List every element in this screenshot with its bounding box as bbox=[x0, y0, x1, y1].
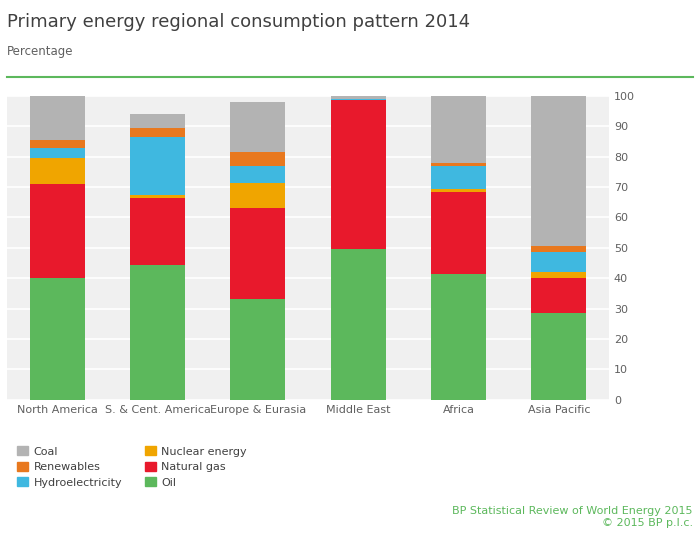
Bar bbox=[330, 99, 386, 101]
Bar bbox=[130, 128, 185, 137]
Bar bbox=[29, 148, 85, 158]
Bar bbox=[330, 101, 386, 249]
Bar bbox=[29, 184, 85, 278]
Bar bbox=[431, 273, 486, 400]
Bar bbox=[431, 163, 486, 166]
Bar bbox=[531, 90, 587, 246]
Bar bbox=[230, 152, 286, 166]
Bar bbox=[431, 189, 486, 192]
Bar bbox=[531, 246, 587, 253]
Bar bbox=[330, 249, 386, 400]
Bar bbox=[230, 182, 286, 208]
Text: Percentage: Percentage bbox=[7, 45, 74, 58]
Bar bbox=[130, 264, 185, 400]
Bar bbox=[431, 90, 486, 163]
Bar bbox=[29, 140, 85, 148]
Bar bbox=[330, 96, 386, 99]
Bar bbox=[531, 272, 587, 278]
Bar bbox=[431, 192, 486, 273]
Bar bbox=[431, 166, 486, 189]
Bar bbox=[29, 158, 85, 184]
Bar bbox=[230, 208, 286, 300]
Bar bbox=[531, 313, 587, 400]
Bar bbox=[531, 253, 587, 272]
Bar bbox=[230, 166, 286, 182]
Bar bbox=[531, 278, 587, 313]
Bar bbox=[29, 96, 85, 140]
Text: Primary energy regional consumption pattern 2014: Primary energy regional consumption patt… bbox=[7, 13, 470, 31]
Bar bbox=[130, 114, 185, 128]
Bar bbox=[230, 300, 286, 400]
Bar bbox=[130, 137, 185, 195]
Bar bbox=[29, 278, 85, 400]
Legend: Coal, Renewables, Hydroelectricity, Nuclear energy, Natural gas, Oil: Coal, Renewables, Hydroelectricity, Nucl… bbox=[13, 442, 251, 492]
Bar bbox=[130, 195, 185, 198]
Text: BP Statistical Review of World Energy 2015
© 2015 BP p.l.c.: BP Statistical Review of World Energy 20… bbox=[452, 506, 693, 528]
Bar bbox=[230, 102, 286, 152]
Bar bbox=[130, 198, 185, 264]
